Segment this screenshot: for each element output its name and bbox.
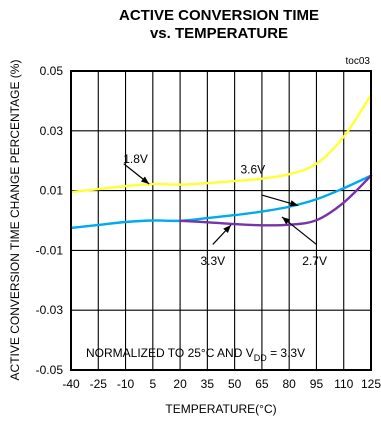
x-axis-label: TEMPERATURE(°C) <box>165 402 276 416</box>
normalization-note: NORMALIZED TO 25°C AND VDD = 3.3V <box>86 346 305 363</box>
annotation-arrowhead-3 <box>281 216 291 225</box>
annotation-label-0: 1.8V <box>123 152 148 166</box>
x-tick-label-6: 50 <box>228 377 242 391</box>
y-axis-label: ACTIVE CONVERSION TIME CHANGE PERCENTAGE… <box>8 60 22 381</box>
annotation-label-1: 3.6V <box>240 163 265 177</box>
x-tick-label-3: 5 <box>149 377 156 391</box>
series-line-2 <box>178 174 373 227</box>
annotation-label-2: 3.3V <box>200 254 225 268</box>
y-tick-label-4: 0.03 <box>40 124 64 138</box>
x-tick-label-8: 80 <box>283 377 297 391</box>
y-tick-label-5: 0.05 <box>40 64 64 78</box>
plot-frame <box>70 70 372 371</box>
x-tick-labels: -40 -25 -10 5 20 35 50 65 80 95 110 125 <box>62 377 381 391</box>
y-tick-label-0: -0.05 <box>36 363 64 377</box>
x-tick-label-4: 20 <box>173 377 187 391</box>
note-prefix: NORMALIZED TO 25°C AND V <box>86 346 254 360</box>
x-tick-label-0: -40 <box>62 377 80 391</box>
y-tick-label-2: -0.01 <box>36 243 64 257</box>
x-tick-label-1: -25 <box>90 377 108 391</box>
annotation-arrowhead-1 <box>289 200 299 207</box>
figure-id: toc03 <box>346 56 371 67</box>
x-tick-label-9: 95 <box>310 377 324 391</box>
annotation-label-3: 2.7V <box>302 254 327 268</box>
chart-title-line-2: vs. TEMPERATURE <box>150 25 288 42</box>
y-tick-label-3: 0.01 <box>40 184 64 198</box>
series-line-1 <box>69 174 373 230</box>
x-tick-label-5: 35 <box>201 377 215 391</box>
x-tick-label-10: 110 <box>334 377 353 391</box>
series-line-0 <box>69 93 373 194</box>
chart-title-line-1: ACTIVE CONVERSION TIME <box>119 7 319 24</box>
annotation-arrowhead-0 <box>140 176 150 185</box>
grid <box>70 70 372 371</box>
y-tick-label-1: -0.03 <box>36 303 64 317</box>
x-tick-label-11: 125 <box>361 377 381 391</box>
note-suffix: = 3.3V <box>267 346 305 360</box>
annotation-layer: 1.8V 3.6V 3.3V 2.7V <box>123 152 327 268</box>
y-tick-labels: -0.05 -0.03 -0.01 0.01 0.03 0.05 <box>36 64 64 377</box>
note-subscript: DD <box>254 353 267 363</box>
x-tick-label-2: -10 <box>117 377 135 391</box>
series-layer <box>69 93 373 230</box>
x-tick-label-7: 65 <box>255 377 269 391</box>
annotation-arrowhead-2 <box>223 224 231 234</box>
